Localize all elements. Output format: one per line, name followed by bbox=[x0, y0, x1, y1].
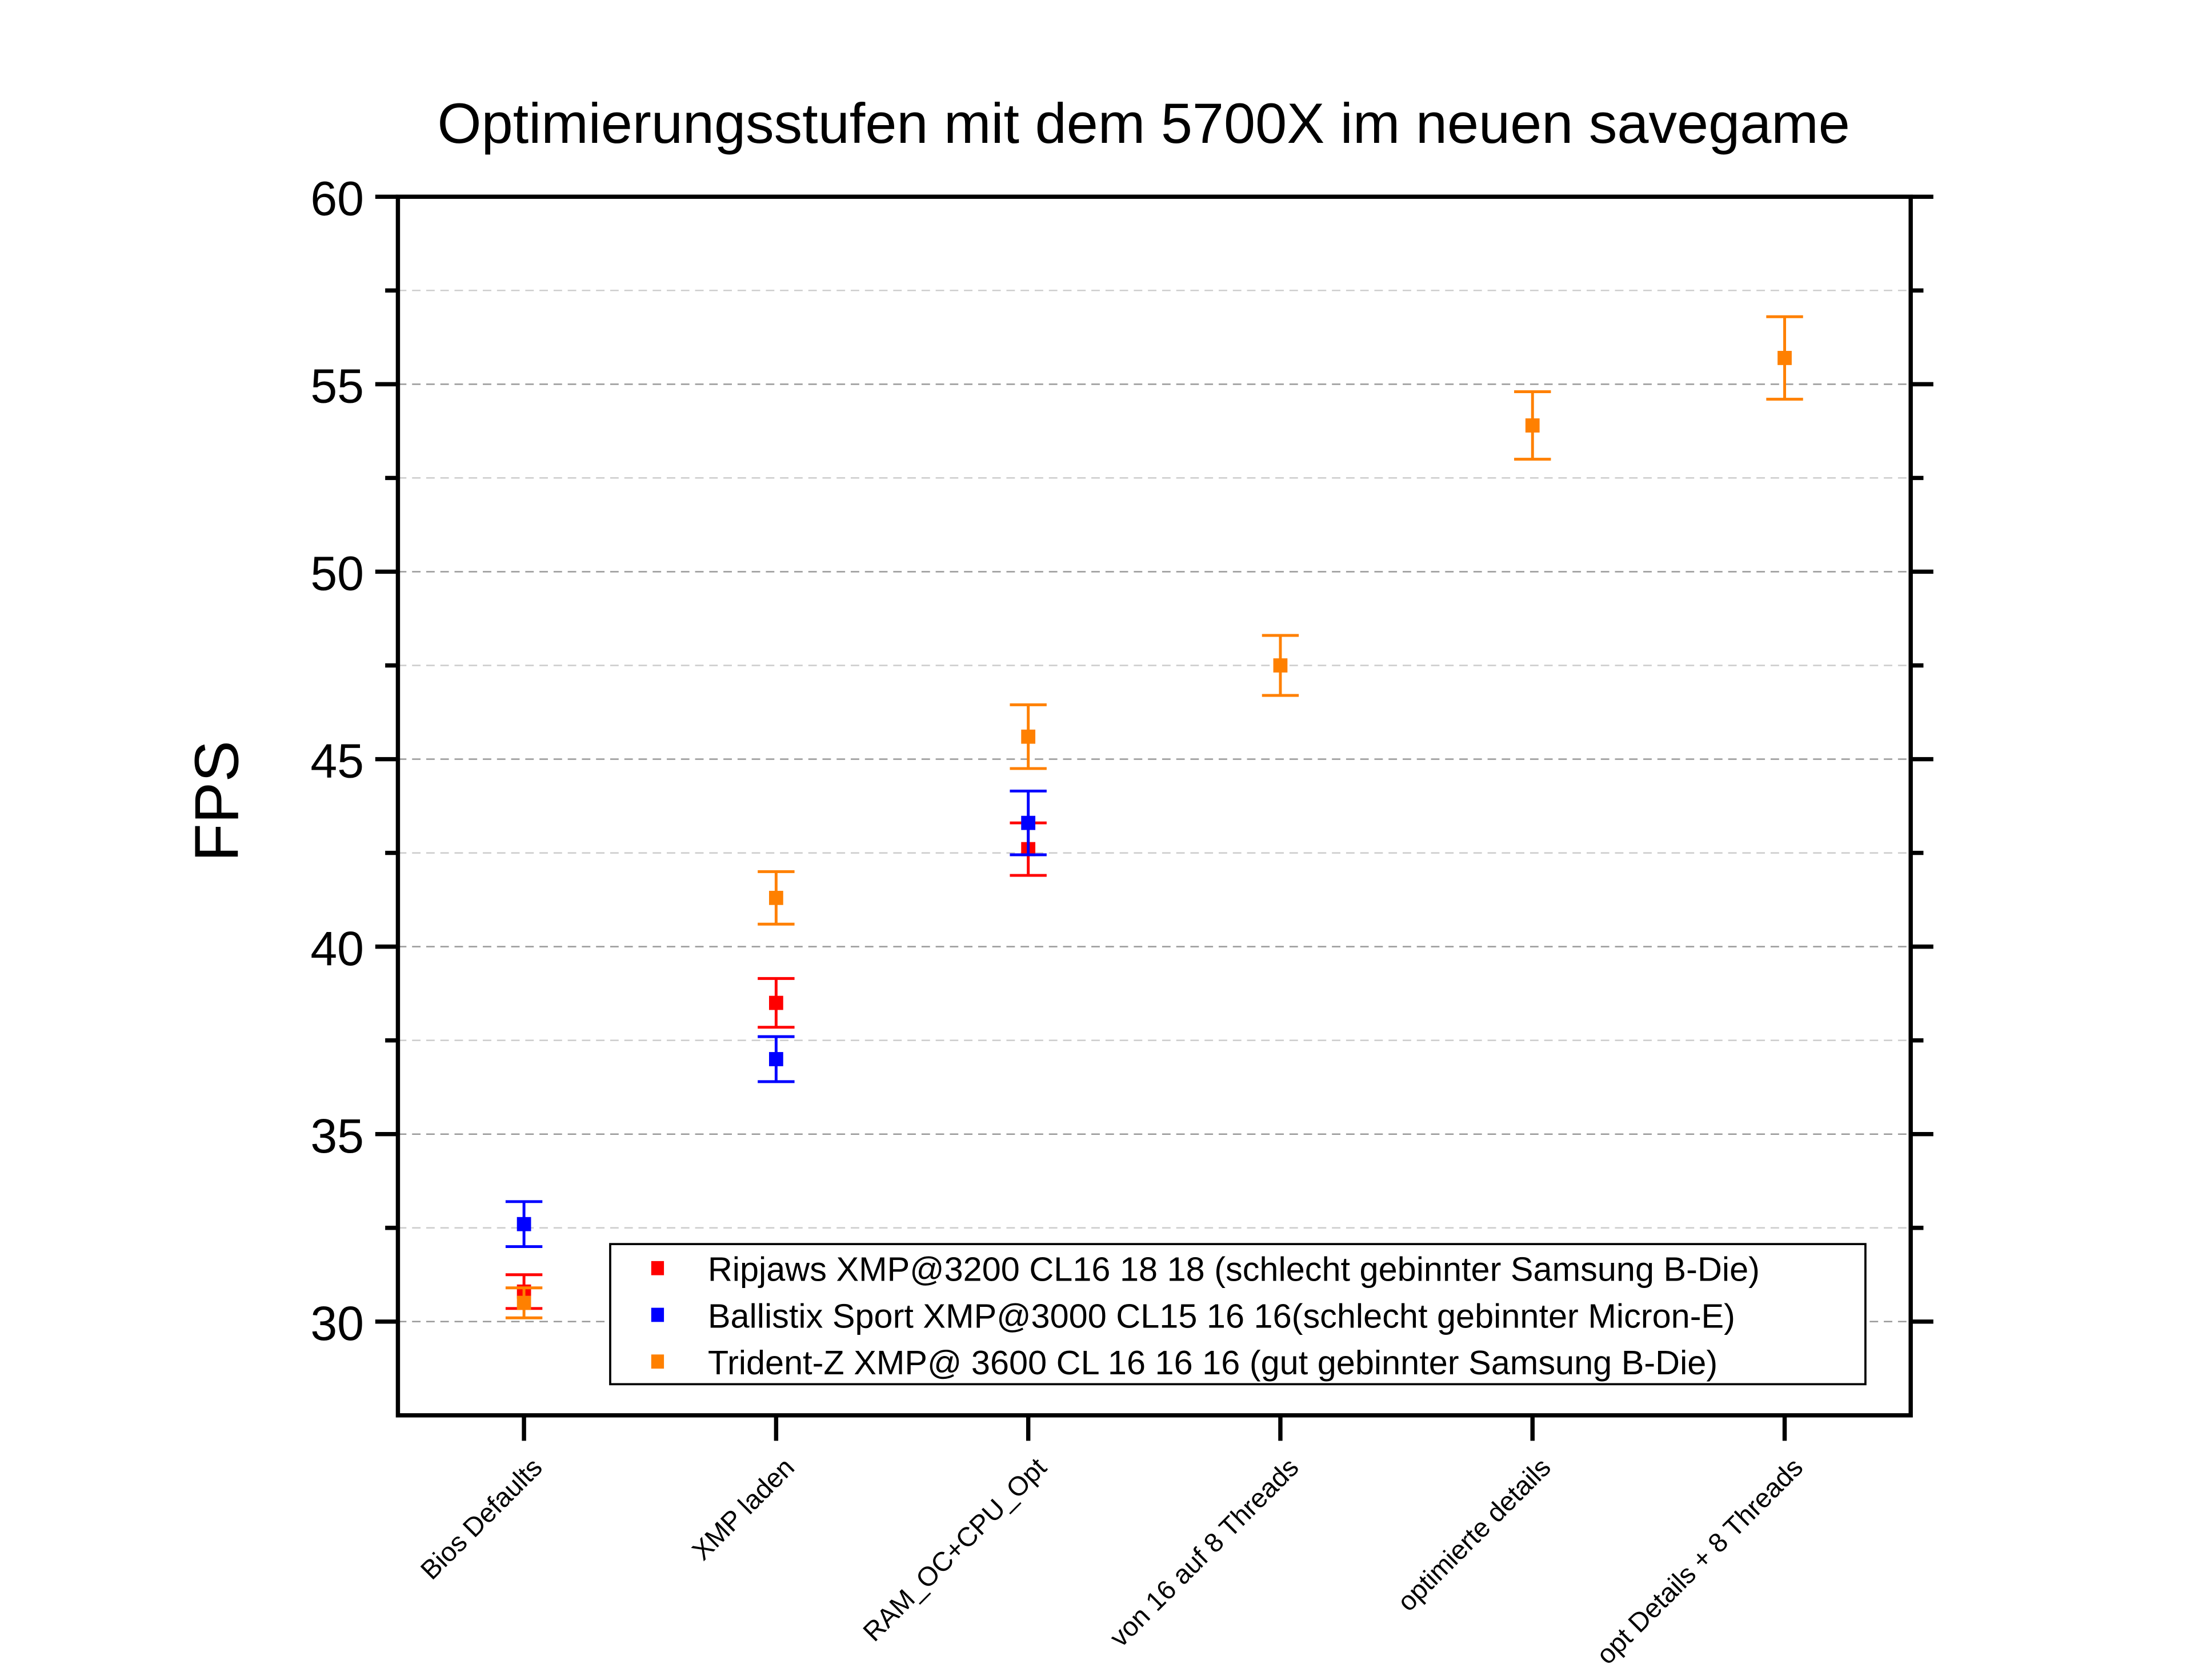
plot-frame bbox=[395, 194, 1913, 1418]
legend-marker bbox=[651, 1307, 664, 1322]
x-tick-label: opt Details + 8 Threads bbox=[1591, 1452, 1809, 1670]
data-point bbox=[1021, 815, 1036, 830]
legend: Ripjaws XMP@3200 CL16 18 18 (schlecht ge… bbox=[609, 1243, 1867, 1386]
chart-title: Optimierungsstufen mit dem 5700X im neue… bbox=[438, 91, 1850, 155]
y-tick-label: 60 bbox=[310, 171, 364, 225]
data-point bbox=[517, 1217, 531, 1231]
legend-marker bbox=[651, 1354, 664, 1369]
axes: 30 35 40 45 50 55 60 Bios Defaults XMP laden RAM_… bbox=[310, 171, 1933, 1670]
y-tick-label: 30 bbox=[310, 1297, 364, 1350]
series-2 bbox=[505, 315, 1803, 1319]
y-tick-label: 45 bbox=[310, 734, 364, 788]
data-point bbox=[1021, 729, 1036, 744]
y-tick-label: 40 bbox=[310, 922, 364, 975]
legend-box bbox=[609, 1243, 1867, 1386]
data-point bbox=[768, 890, 783, 905]
data-marks bbox=[505, 315, 1803, 1319]
y-axis-label: FPS bbox=[182, 741, 252, 862]
data-point bbox=[1777, 351, 1792, 365]
y-tick-label: 35 bbox=[310, 1109, 364, 1163]
x-tick-label: XMP laden bbox=[686, 1452, 800, 1566]
data-point bbox=[1273, 658, 1288, 673]
y-tick-label: 50 bbox=[310, 547, 364, 601]
legend-label: Trident-Z XMP@ 3600 CL 16 16 16 (gut geb… bbox=[708, 1343, 1717, 1382]
data-point bbox=[768, 1052, 783, 1066]
x-tick-label: Bios Defaults bbox=[414, 1452, 547, 1585]
legend-marker bbox=[651, 1261, 664, 1275]
series-1 bbox=[505, 789, 1047, 1249]
data-point bbox=[768, 995, 783, 1010]
data-point bbox=[517, 1295, 531, 1310]
legend-label: Ripjaws XMP@3200 CL16 18 18 (schlecht ge… bbox=[708, 1250, 1760, 1289]
data-point bbox=[1525, 418, 1540, 433]
legend-label: Ballistix Sport XMP@3000 CL15 16 16(schl… bbox=[708, 1297, 1735, 1335]
y-tick-label: 55 bbox=[310, 359, 364, 413]
grid bbox=[398, 290, 1911, 1323]
x-tick-label: optimierte details bbox=[1391, 1452, 1556, 1617]
x-tick-label: RAM_OC+CPU_Opt bbox=[857, 1452, 1052, 1647]
x-tick-label: von 16 auf 8 Threads bbox=[1103, 1452, 1304, 1653]
